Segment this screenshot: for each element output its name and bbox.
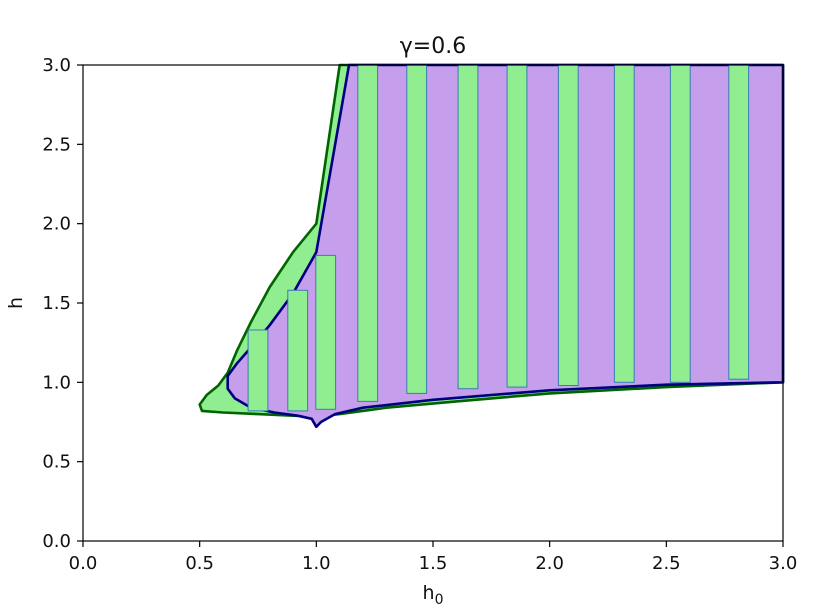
bar (357, 64, 379, 402)
bar (315, 254, 337, 410)
bar (506, 64, 528, 388)
regions-layer (198, 63, 785, 429)
y-tick-label: 1.5 (42, 293, 71, 314)
x-tick-label: 2.5 (652, 553, 681, 574)
x-tick-label: 1.5 (419, 553, 448, 574)
y-ticks: 0.0 0.5 1.0 1.5 2.0 2.5 3.0 (42, 55, 83, 552)
y-axis-label: h (5, 297, 27, 309)
y-tick-label: 0.0 (42, 531, 71, 552)
x-axis-label-subscript: 0 (435, 592, 444, 607)
y-tick-label: 0.5 (42, 452, 71, 473)
y-tick-label: 1.0 (42, 372, 71, 393)
chart-title: γ=0.6 (400, 34, 466, 59)
bar (287, 289, 309, 412)
bar (247, 329, 269, 412)
y-tick-label: 2.5 (42, 134, 71, 155)
x-tick-label: 2.0 (535, 553, 564, 574)
x-tick-label: 1.0 (302, 553, 331, 574)
bar (457, 64, 479, 390)
x-ticks: 0.0 0.5 1.0 1.5 2.0 2.5 3.0 (69, 541, 798, 574)
x-tick-label: 0.0 (69, 553, 98, 574)
x-axis-label: h0 (423, 582, 444, 607)
y-tick-label: 3.0 (42, 55, 71, 76)
bar (557, 64, 579, 386)
y-tick-label: 2.0 (42, 214, 71, 235)
x-axis-label-main: h (423, 582, 435, 604)
bar (406, 64, 428, 394)
bar (613, 64, 635, 383)
x-tick-label: 3.0 (769, 553, 798, 574)
bar (669, 64, 691, 383)
x-tick-label: 0.5 (185, 553, 214, 574)
bar (728, 64, 750, 380)
